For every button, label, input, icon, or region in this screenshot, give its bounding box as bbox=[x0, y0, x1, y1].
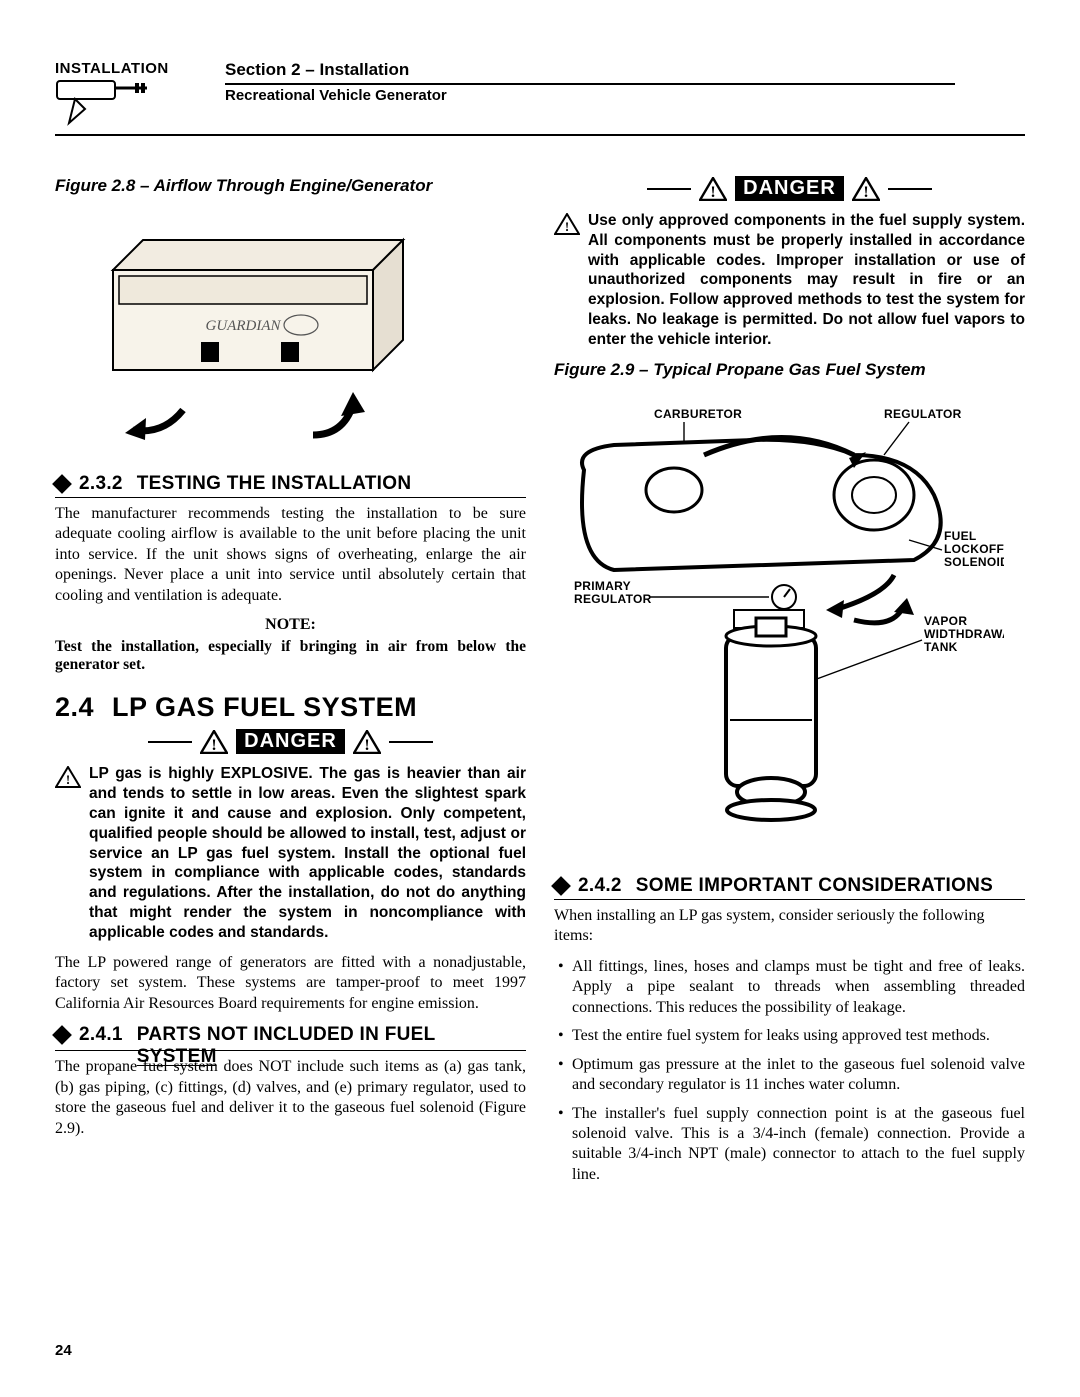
label-regulator: REGULATOR bbox=[884, 407, 962, 421]
danger-bar-right: ! DANGER ! bbox=[554, 176, 1025, 201]
header-text-column: Section 2 – Installation Recreational Ve… bbox=[225, 60, 1025, 104]
heading-2-3-2: 2.3.2 TESTING THE INSTALLATION bbox=[55, 473, 526, 498]
diamond-icon bbox=[52, 1025, 72, 1045]
heading-2-4-1-title-a: PARTS NOT INCLUDED IN FUEL bbox=[137, 1024, 436, 1046]
label-tank: TANK bbox=[924, 640, 958, 654]
label-solenoid: SOLENOID bbox=[944, 555, 1004, 569]
list-item: The installer's fuel supply connection p… bbox=[554, 1104, 1025, 1186]
right-column: ! DANGER ! ! Use only approved component… bbox=[554, 176, 1025, 1193]
page-header: INSTALLATION Section 2 – Installation Re… bbox=[55, 60, 1025, 136]
label-lockoff: LOCKOFF bbox=[944, 542, 1004, 556]
warning-text-components: Use only approved components in the fuel… bbox=[588, 211, 1025, 350]
figure-2-8-caption: Figure 2.8 – Airflow Through Engine/Gene… bbox=[55, 176, 526, 196]
label-withdrawal: WIDTHDRAWAL bbox=[924, 627, 1004, 641]
label-vapor: VAPOR bbox=[924, 614, 967, 628]
page: INSTALLATION Section 2 – Installation Re… bbox=[0, 0, 1080, 1397]
svg-text:!: ! bbox=[211, 737, 216, 754]
considerations-list: All fittings, lines, hoses and clamps mu… bbox=[554, 957, 1025, 1186]
svg-text:!: ! bbox=[66, 772, 70, 787]
header-subtitle: Recreational Vehicle Generator bbox=[225, 83, 955, 104]
warning-block-lp-gas: ! LP gas is highly EXPLOSIVE. The gas is… bbox=[55, 764, 526, 942]
heading-2-4-2-num: 2.4.2 bbox=[578, 875, 622, 897]
heading-2-4-num: 2.4 bbox=[55, 692, 94, 722]
figure-2-8-brand: GUARDIAN bbox=[206, 318, 282, 334]
label-primary: PRIMARY bbox=[574, 579, 631, 593]
warning-triangle-icon: ! bbox=[554, 213, 580, 235]
para-2-3-2: The manufacturer recommends testing the … bbox=[55, 504, 526, 606]
warning-triangle-icon: ! bbox=[55, 766, 81, 788]
diamond-icon bbox=[551, 876, 571, 896]
figure-2-8-diagram: GUARDIAN bbox=[73, 210, 453, 440]
list-item: All fittings, lines, hoses and clamps mu… bbox=[554, 957, 1025, 1018]
svg-text:!: ! bbox=[710, 184, 715, 201]
figure-2-9-diagram: CARBURETOR REGULATOR FUEL LOCKOFF SOLENO… bbox=[554, 400, 1004, 850]
heading-2-3-2-num: 2.3.2 bbox=[79, 473, 123, 495]
warning-text-lp-gas: LP gas is highly EXPLOSIVE. The gas is h… bbox=[89, 764, 526, 942]
list-item: Optimum gas pressure at the inlet to the… bbox=[554, 1055, 1025, 1096]
warning-block-components: ! Use only approved components in the fu… bbox=[554, 211, 1025, 350]
left-column: Figure 2.8 – Airflow Through Engine/Gene… bbox=[55, 176, 526, 1193]
para-2-4-a: The LP powered range of generators are f… bbox=[55, 953, 526, 1014]
warning-triangle-icon: ! bbox=[200, 730, 228, 754]
header-icon-label: INSTALLATION bbox=[55, 60, 225, 77]
note-text: Test the installation, especially if bri… bbox=[55, 638, 526, 674]
page-number: 24 bbox=[55, 1342, 72, 1359]
warning-triangle-icon: ! bbox=[852, 177, 880, 201]
warning-triangle-icon: ! bbox=[353, 730, 381, 754]
list-item: Test the entire fuel system for leaks us… bbox=[554, 1026, 1025, 1046]
label-carburetor: CARBURETOR bbox=[654, 407, 742, 421]
header-section-title: Section 2 – Installation bbox=[225, 60, 1025, 80]
drill-icon bbox=[55, 79, 155, 127]
heading-2-4-2-title: SOME IMPORTANT CONSIDERATIONS bbox=[636, 875, 993, 897]
danger-label: DANGER bbox=[236, 729, 345, 754]
svg-text:!: ! bbox=[364, 737, 369, 754]
diamond-icon bbox=[52, 474, 72, 494]
heading-2-4-2: 2.4.2 SOME IMPORTANT CONSIDERATIONS bbox=[554, 875, 1025, 900]
content-columns: Figure 2.8 – Airflow Through Engine/Gene… bbox=[55, 176, 1025, 1193]
label-fuel: FUEL bbox=[944, 529, 977, 543]
para-2-4-2-intro: When installing an LP gas system, consid… bbox=[554, 906, 1025, 947]
heading-2-4-title: LP GAS FUEL SYSTEM bbox=[112, 692, 417, 722]
warning-triangle-icon: ! bbox=[699, 177, 727, 201]
note-label: NOTE: bbox=[55, 616, 526, 634]
danger-bar-left: ! DANGER ! bbox=[55, 729, 526, 754]
danger-label: DANGER bbox=[735, 176, 844, 201]
heading-2-4-1-num: 2.4.1 bbox=[79, 1024, 123, 1046]
svg-text:!: ! bbox=[863, 184, 868, 201]
para-2-4-1: The propane fuel system does NOT include… bbox=[55, 1057, 526, 1139]
svg-text:!: ! bbox=[565, 219, 569, 234]
header-icon-column: INSTALLATION bbox=[55, 60, 225, 132]
figure-2-9-caption: Figure 2.9 – Typical Propane Gas Fuel Sy… bbox=[554, 360, 1025, 380]
heading-2-4: 2.4 LP GAS FUEL SYSTEM bbox=[55, 692, 526, 723]
label-regulator2: REGULATOR bbox=[574, 592, 652, 606]
heading-2-3-2-title: TESTING THE INSTALLATION bbox=[137, 473, 412, 495]
